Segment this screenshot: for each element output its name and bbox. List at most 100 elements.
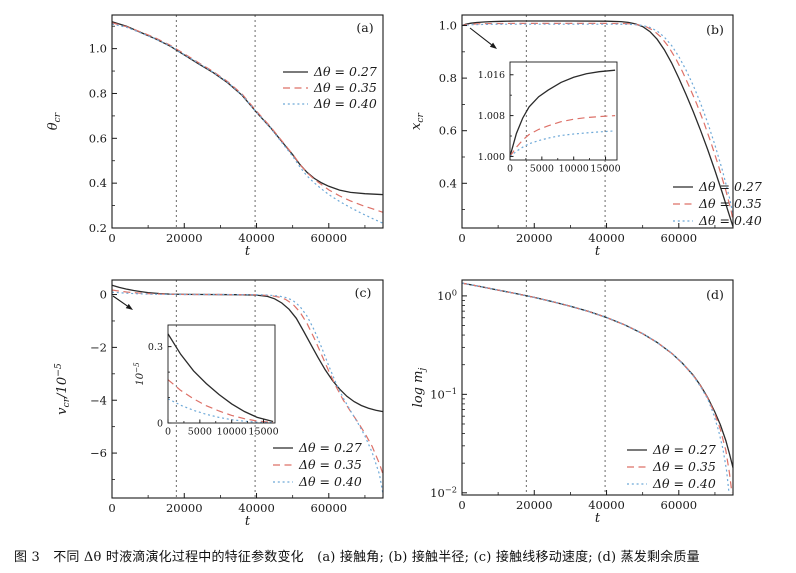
annotation-arrowhead — [489, 42, 497, 49]
legend-label: Δθ = 0.35 — [698, 196, 762, 211]
annotation-arrow — [112, 295, 128, 307]
y-tick-label: 10−1 — [430, 386, 457, 401]
series-blue — [167, 398, 274, 424]
y-tick-label: 1.008 — [478, 111, 505, 122]
x-tick-label: 60000 — [311, 501, 348, 515]
y-tick-label: 0.2 — [89, 221, 107, 235]
annotation-arrowhead — [125, 303, 133, 310]
x-tick-label: 20000 — [516, 498, 553, 512]
x-tick-label: 0 — [458, 231, 465, 245]
y-axis-label: 10−5 — [132, 362, 146, 386]
legend-label: Δθ = 0.40 — [652, 476, 716, 491]
y-tick-label: 0 — [100, 288, 107, 302]
series-blue — [461, 23, 734, 215]
y-tick-label: 10−2 — [430, 484, 457, 499]
legend-label: Δθ = 0.35 — [313, 80, 377, 95]
x-tick-label: 5000 — [188, 427, 212, 438]
panel-d-remaining-mass-chart: 0 20000 40000 60000 100 10−1 10−2 t log mj (d) Δθ … — [411, 279, 734, 526]
y-tick-label: 1.016 — [478, 70, 505, 81]
panel-a-contact-angle-chart: 0 20000 40000 60000 0.2 0.4 0.6 0.8 1.0 t θcr (a) Δθ… — [46, 14, 384, 259]
y-tick-label: −4 — [90, 393, 107, 407]
y-tick-label: 1.000 — [478, 152, 505, 163]
y-axis-label: log mj — [411, 368, 428, 408]
x-tick-label: 60000 — [661, 231, 698, 245]
legend-label: Δθ = 0.35 — [652, 459, 716, 474]
x-tick-label: 10000 — [217, 427, 247, 438]
y-axis-label: xcr — [409, 112, 426, 130]
x-axis-label: t — [595, 511, 601, 526]
y-tick-label: 0.6 — [89, 131, 107, 145]
legend-label: Δθ = 0.27 — [313, 64, 377, 79]
y-tick-label: 0 — [157, 418, 163, 429]
x-tick-label: 10000 — [559, 164, 589, 175]
x-tick-label: 15000 — [590, 164, 620, 175]
panel-b-contact-radius-chart: 0 20000 40000 60000 0.4 0.6 0.8 1.0 t xcr (b) Δθ = … — [409, 14, 762, 259]
x-tick-label: 20000 — [166, 231, 203, 245]
plot-frame — [461, 279, 734, 496]
panel-letter: (b) — [706, 22, 724, 37]
y-tick-label: 0.8 — [89, 86, 107, 100]
y-tick-label: −2 — [90, 340, 107, 354]
legend-label: Δθ = 0.27 — [298, 440, 362, 455]
y-tick-label: 0.4 — [439, 176, 457, 190]
x-axis-label: t — [245, 514, 251, 529]
series-red — [111, 289, 384, 475]
panel-c-contact-line-velocity-chart: 0 20000 40000 60000 0 −2 −4 −6 t vcr/10−5 (c) Δθ = … — [53, 279, 384, 529]
x-tick-label: 40000 — [588, 498, 625, 512]
figure-caption: 图 3 不同 Δθ 时液滴演化过程中的特征参数变化 (a) 接触角; (b) 接… — [14, 550, 700, 565]
y-tick-label: 1.0 — [439, 19, 457, 33]
y-axis-label: θcr — [46, 112, 63, 130]
legend-label: Δθ = 0.27 — [652, 442, 716, 457]
x-tick-label: 0 — [507, 164, 513, 175]
series-blue — [111, 23, 384, 224]
panel-letter: (c) — [355, 285, 372, 300]
plot-frame — [461, 14, 734, 229]
legend-label: Δθ = 0.40 — [698, 213, 762, 228]
series-black — [461, 20, 734, 227]
series-red — [461, 22, 734, 221]
plot-frame — [111, 279, 384, 499]
x-tick-label: 0 — [458, 498, 465, 512]
plot-frame — [167, 324, 276, 424]
y-tick-label: 0.6 — [439, 124, 457, 138]
series-red — [509, 115, 616, 157]
series-black — [111, 284, 384, 413]
x-axis-label: t — [595, 244, 601, 259]
plot-frame — [111, 14, 384, 229]
y-axis-label: vcr/10−5 — [53, 363, 72, 415]
panel-letter: (a) — [356, 20, 373, 35]
y-tick-label: −6 — [90, 446, 107, 460]
x-axis-label: t — [245, 244, 251, 259]
y-tick-label: 0.4 — [89, 176, 107, 190]
legend-label: Δθ = 0.35 — [298, 457, 362, 472]
y-tick-label: 100 — [437, 288, 457, 303]
annotation-arrow — [469, 27, 492, 46]
x-tick-label: 0 — [108, 501, 115, 515]
series-black — [167, 333, 274, 423]
series-black — [509, 69, 616, 157]
x-tick-label: 40000 — [238, 231, 275, 245]
plot-frame — [509, 61, 618, 161]
y-tick-label: 0.8 — [439, 71, 457, 85]
x-tick-label: 0 — [108, 231, 115, 245]
legend-label: Δθ = 0.40 — [313, 96, 377, 111]
x-tick-label: 60000 — [661, 498, 698, 512]
series-red — [461, 282, 733, 493]
series-red — [167, 379, 274, 424]
x-tick-label: 40000 — [238, 501, 275, 515]
x-tick-label: 5000 — [530, 164, 554, 175]
series-blue — [509, 130, 616, 157]
legend-label: Δθ = 0.27 — [698, 179, 762, 194]
x-tick-label: 0 — [165, 427, 171, 438]
x-tick-label: 20000 — [516, 231, 553, 245]
y-tick-label: 0.3 — [148, 342, 163, 353]
x-tick-label: 60000 — [311, 231, 348, 245]
x-tick-label: 15000 — [248, 427, 278, 438]
x-tick-label: 40000 — [588, 231, 625, 245]
series-red — [111, 22, 384, 213]
legend-label: Δθ = 0.40 — [298, 474, 362, 489]
x-tick-label: 20000 — [166, 501, 203, 515]
panel-letter: (d) — [706, 287, 724, 302]
y-tick-label: 1.0 — [89, 42, 107, 56]
